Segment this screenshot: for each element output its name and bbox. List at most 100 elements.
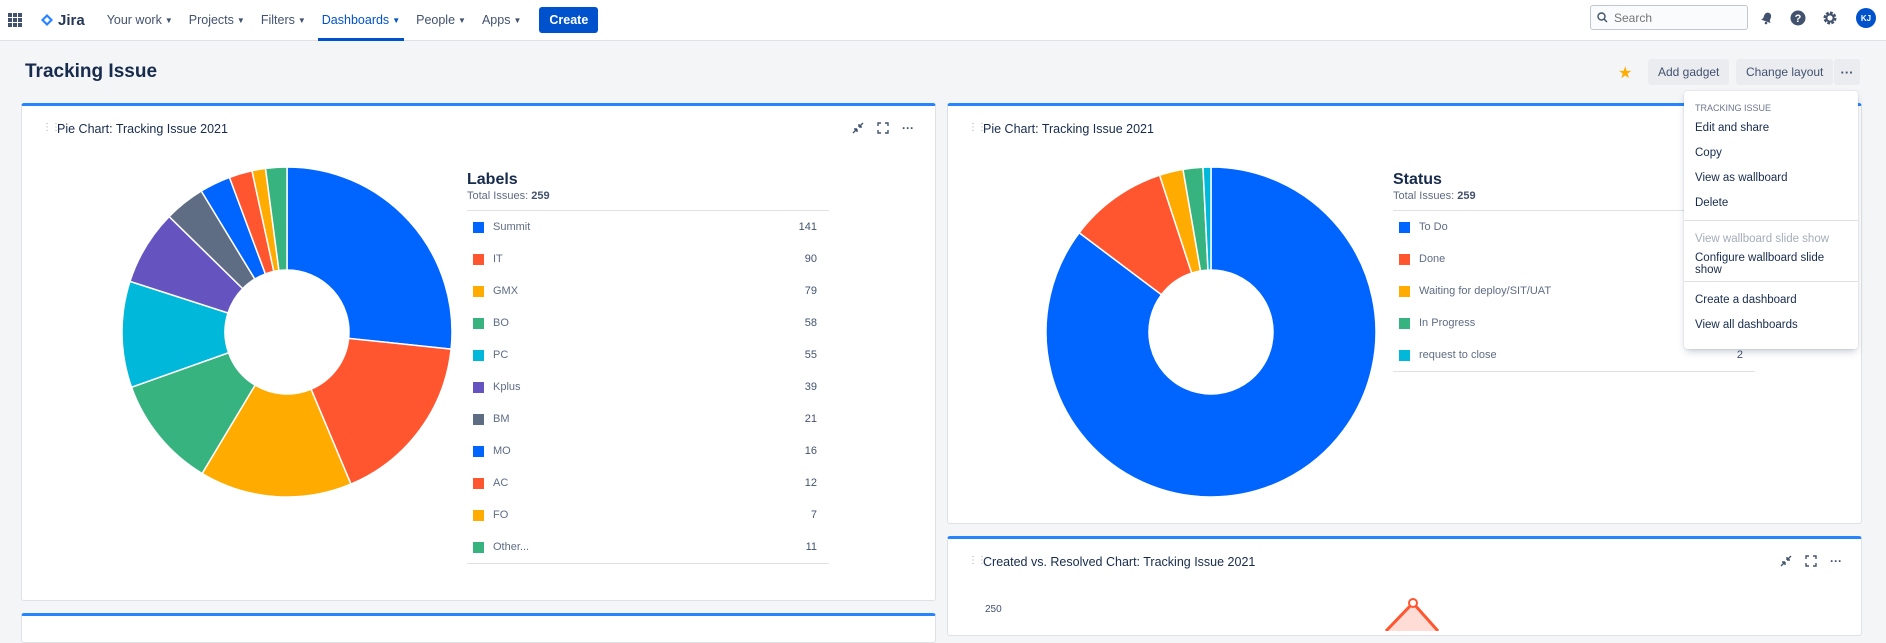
gadget-title: Pie Chart: Tracking Issue 2021	[983, 122, 1154, 136]
legend-title: Status	[1393, 171, 1442, 188]
menu-item-delete[interactable]: Delete	[1695, 196, 1729, 209]
legend-row-gmx[interactable]: GMX 79	[467, 275, 829, 307]
legend-value: 12	[804, 477, 817, 489]
legend-row-to-do[interactable]: To Do	[1393, 211, 1755, 243]
user-avatar[interactable]: KJ	[1856, 8, 1876, 28]
legend-value: 90	[804, 253, 817, 265]
menu-item-configure-wallboard-slide-show[interactable]: Configure wallboard slide show	[1695, 251, 1825, 276]
legend-label: BO	[493, 317, 509, 329]
legend-row-ac[interactable]: AC 12	[467, 467, 829, 499]
pie-slice-summit[interactable]	[286, 166, 453, 350]
legend-value: 11	[805, 541, 817, 553]
legend-swatch	[1399, 253, 1410, 265]
menu-divider	[1684, 220, 1858, 221]
legend-value: 79	[804, 285, 817, 297]
minimize-icon[interactable]	[850, 120, 866, 136]
add-gadget-button[interactable]: Add gadget	[1648, 59, 1730, 85]
nav-dashboards[interactable]: Dashboards ▼	[314, 0, 408, 41]
drag-handle-icon[interactable]: ⋮⋮	[968, 555, 987, 566]
legend-row-pc[interactable]: PC 55	[467, 339, 829, 371]
legend-total: Total Issues: 259	[467, 190, 550, 202]
jira-logo[interactable]: Jira	[40, 12, 85, 29]
menu-divider	[1684, 281, 1858, 282]
nav-projects[interactable]: Projects ▼	[188, 13, 245, 27]
legend-list: To Do Done Waiting for deploy/SIT/UAT In Pr…	[1393, 210, 1755, 372]
legend-row-bm[interactable]: BM 21	[467, 403, 829, 435]
gadget-pie-labels: ⋮⋮ Pie Chart: Tracking Issue 2021 ··· La…	[21, 103, 936, 601]
legend-row-bo[interactable]: BO 58	[467, 307, 829, 339]
legend-row-fo[interactable]: FO 7	[467, 499, 829, 531]
gadget-title: Pie Chart: Tracking Issue 2021	[57, 122, 228, 136]
pie-slice-other[interactable]	[264, 166, 288, 272]
created-line	[1384, 598, 1440, 631]
legend-label: request to close	[1419, 349, 1497, 361]
help-icon[interactable]: ?	[1788, 8, 1808, 28]
pie-slice-gmx[interactable]	[201, 384, 352, 498]
nav-apps[interactable]: Apps ▼	[481, 13, 522, 27]
legend-row-request-to-close[interactable]: request to close 2	[1393, 339, 1755, 371]
nav-your-work[interactable]: Your work ▼	[106, 13, 173, 27]
svg-text:?: ?	[1795, 13, 1802, 25]
legend-swatch	[473, 477, 484, 489]
legend-row-kplus[interactable]: Kplus 39	[467, 371, 829, 403]
more-options-button[interactable]: ···	[1834, 59, 1860, 85]
gear-icon[interactable]	[1820, 8, 1840, 28]
legend-list: Summit 141 IT 90 GMX 79 BO 58 PC 55 Kplus 39 BM 21 MO 1…	[467, 210, 829, 564]
pie-slice-request-to-close[interactable]	[1202, 166, 1212, 271]
legend-swatch	[1399, 349, 1410, 361]
legend-label: FO	[493, 509, 509, 521]
fullscreen-icon[interactable]	[1803, 553, 1819, 569]
logo-text: Jira	[58, 11, 85, 29]
gadget-more-icon[interactable]: ···	[1830, 554, 1842, 568]
pie-slice-it[interactable]	[310, 337, 452, 486]
legend-value: 2	[1736, 349, 1743, 361]
y-axis-tick-label: 250	[985, 604, 1002, 615]
legend-row-it[interactable]: IT 90	[467, 243, 829, 275]
legend-row-mo[interactable]: MO 16	[467, 435, 829, 467]
menu-item-view-as-wallboard[interactable]: View as wallboard	[1695, 171, 1788, 184]
nav-people[interactable]: People ▼	[416, 13, 466, 27]
search-input[interactable]	[1614, 10, 1744, 25]
menu-item-edit-and-share[interactable]: Edit and share	[1695, 121, 1770, 134]
drag-handle-icon[interactable]: ⋮⋮	[968, 122, 987, 133]
star-icon[interactable]: ★	[1618, 65, 1633, 82]
search-icon	[1597, 12, 1608, 23]
create-button[interactable]: Create	[539, 7, 599, 33]
bell-icon[interactable]	[1757, 8, 1777, 28]
legend-label: Done	[1419, 253, 1446, 265]
app-switcher-grid-icon[interactable]	[8, 13, 22, 27]
minimize-icon[interactable]	[1778, 553, 1794, 569]
legend-label: MO	[493, 445, 511, 457]
legend-label: Waiting for deploy/SIT/UAT	[1419, 285, 1552, 297]
legend-row-summit[interactable]: Summit 141	[467, 211, 829, 243]
legend-swatch	[473, 509, 484, 521]
legend-total: Total Issues: 259	[1393, 190, 1476, 202]
legend-status: Status Total Issues: 259 To Do Done Waitin…	[1393, 171, 1755, 372]
legend-value: 21	[804, 413, 817, 425]
menu-item-create-a-dashboard[interactable]: Create a dashboard	[1695, 293, 1797, 306]
search-box[interactable]	[1590, 5, 1748, 30]
menu-item-view-all-dashboards[interactable]: View all dashboards	[1695, 318, 1798, 331]
legend-row-in-progress[interactable]: In Progress	[1393, 307, 1755, 339]
pie-chart-labels	[121, 166, 453, 498]
menu-item-copy[interactable]: Copy	[1695, 146, 1722, 159]
chevron-down-icon: ▼	[236, 15, 245, 25]
drag-handle-icon[interactable]: ⋮⋮	[42, 122, 61, 133]
fullscreen-icon[interactable]	[875, 120, 891, 136]
legend-swatch	[473, 381, 484, 393]
nav-filters[interactable]: Filters ▼	[260, 13, 306, 27]
legend-label: AC	[493, 477, 509, 489]
legend-row-waiting-for-deploy-sit-uat[interactable]: Waiting for deploy/SIT/UAT	[1393, 275, 1755, 307]
legend-row-other[interactable]: Other... 11	[467, 531, 829, 563]
legend-labels: Labels Total Issues: 259 Summit 141 IT 90 GM…	[467, 171, 829, 564]
jira-icon	[41, 14, 53, 26]
legend-label: IT	[493, 253, 503, 265]
legend-label: PC	[493, 349, 509, 361]
page-title: Tracking Issue	[25, 61, 158, 82]
gadget-next	[21, 613, 936, 643]
pie-slice-to-do[interactable]	[1045, 166, 1377, 498]
legend-row-done[interactable]: Done	[1393, 243, 1755, 275]
gadget-more-icon[interactable]: ···	[902, 121, 914, 135]
change-layout-button[interactable]: Change layout	[1736, 59, 1834, 85]
gadget-created-vs-resolved: ⋮⋮ Created vs. Resolved Chart: Tracking …	[947, 536, 1862, 636]
